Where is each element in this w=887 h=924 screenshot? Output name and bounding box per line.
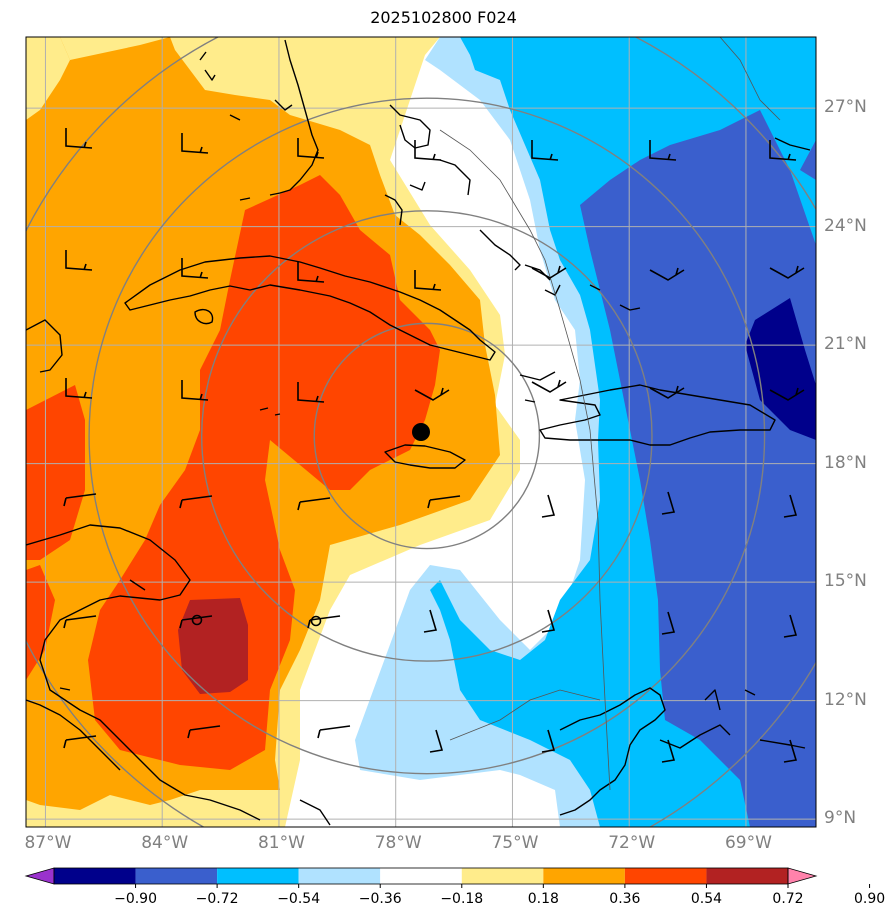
wind-barb: [414, 387, 450, 401]
colorbar-tick-label: 0.54: [690, 891, 723, 907]
longitude-label: 87°W: [24, 833, 72, 853]
wind-barb: [531, 265, 567, 279]
colorbar-segment: [543, 868, 625, 884]
latitude-label: 21°N: [824, 334, 867, 355]
wind-barb: [783, 739, 798, 763]
contour-fill--0.72: [745, 298, 816, 440]
wind-barb: [297, 138, 325, 159]
wind-barb: [63, 735, 97, 749]
wind-barb: [297, 382, 325, 403]
storm-center-marker: [412, 423, 430, 441]
wind-barb: [179, 495, 213, 509]
longitude-label: 69°W: [724, 833, 772, 853]
wind-barb: [769, 140, 797, 161]
wind-barb: [427, 495, 461, 509]
track-point-marker: [191, 614, 203, 626]
wind-barb: [769, 387, 805, 401]
longitude-label: 81°W: [257, 833, 305, 853]
wind-barb: [541, 494, 556, 518]
colorbar-tick-label: −0.90: [114, 891, 157, 907]
longitude-label: 84°W: [141, 833, 189, 853]
map-frame: [25, 36, 817, 828]
wind-barb: [187, 725, 221, 739]
wind-barb: [769, 265, 805, 279]
wind-barb: [63, 493, 97, 507]
colorbar-tick-label: −0.72: [195, 891, 239, 907]
latitude-label: 9°N: [824, 808, 857, 829]
wind-barb: [531, 140, 559, 161]
range-rings: [26, 37, 816, 827]
thin-contours: [439, 37, 781, 791]
wind-barb: [649, 385, 685, 399]
wind-barb: [181, 133, 209, 154]
wind-barb: [179, 615, 213, 629]
wind-barb: [65, 250, 93, 271]
wind-barb: [783, 614, 798, 638]
wind-barb: [181, 258, 209, 279]
wind-barb: [65, 128, 93, 149]
wind-barb: [531, 379, 567, 393]
graticule: [26, 37, 816, 827]
latitude-label: 18°N: [824, 452, 867, 473]
colorbar-extend-min: [24, 867, 55, 885]
colorbar-tick-label: −0.54: [277, 891, 321, 907]
colorbar-extend-max: [787, 867, 818, 885]
colorbar-segment: [461, 868, 544, 884]
wind-barb: [661, 611, 676, 635]
colorbar-tick-label: 0.90: [853, 891, 886, 907]
contour-fill-0.54: [88, 175, 440, 770]
plot-title: 2025102800 F024: [370, 8, 517, 27]
range-ring: [88, 97, 766, 775]
colorbar-segment: [624, 868, 707, 884]
colorbar-outline: [53, 867, 789, 885]
wind-barb: [307, 615, 341, 629]
latitude-label: 12°N: [824, 689, 867, 710]
contour-fill-0.72: [178, 598, 248, 694]
wind-barbs: [63, 128, 805, 763]
wind-barb: [297, 497, 331, 511]
colorbar-segment: [706, 868, 788, 884]
wind-barb: [181, 380, 209, 401]
wind-barb: [429, 729, 444, 753]
longitude-label: 72°W: [608, 833, 656, 853]
wind-barb: [317, 725, 351, 739]
latitude-label: 24°N: [824, 215, 867, 236]
wind-barb: [661, 491, 676, 515]
colorbar-tick-label: −0.18: [440, 891, 484, 907]
colorbar-tick-label: 0.18: [527, 891, 559, 907]
latitude-label: 27°N: [824, 97, 867, 118]
colorbar-segment: [54, 868, 136, 884]
colorbar-tick-label: 0.72: [772, 891, 804, 907]
wind-barb: [423, 609, 438, 633]
colorbar-tick-label: 0.36: [609, 891, 641, 907]
latitude-label: 15°N: [824, 571, 867, 592]
range-ring: [200, 210, 653, 662]
colorbar-segment: [298, 868, 381, 884]
wind-barb: [65, 378, 93, 399]
wind-barb: [414, 140, 442, 161]
longitude-label: 75°W: [491, 833, 539, 853]
wind-barb: [649, 267, 685, 281]
wind-barb: [297, 262, 325, 283]
longitude-label: 78°W: [374, 833, 422, 853]
colorbar-segment: [380, 868, 462, 884]
colorbar: [24, 867, 871, 888]
wind-barb: [661, 739, 676, 763]
wind-barb: [541, 609, 556, 633]
colorbar-segment: [217, 868, 299, 884]
contour-fill--0.54: [580, 110, 816, 827]
colorbar-segment: [135, 868, 218, 884]
track-point-marker: [310, 615, 322, 627]
wind-barb: [414, 270, 442, 291]
wind-barb: [649, 140, 677, 161]
wind-barb: [783, 494, 798, 518]
range-ring: [313, 322, 541, 550]
colorbar-tick-label: −0.36: [358, 891, 402, 907]
map-area: [26, 37, 816, 827]
wind-barb: [63, 615, 97, 629]
wind-barb: [541, 729, 556, 753]
